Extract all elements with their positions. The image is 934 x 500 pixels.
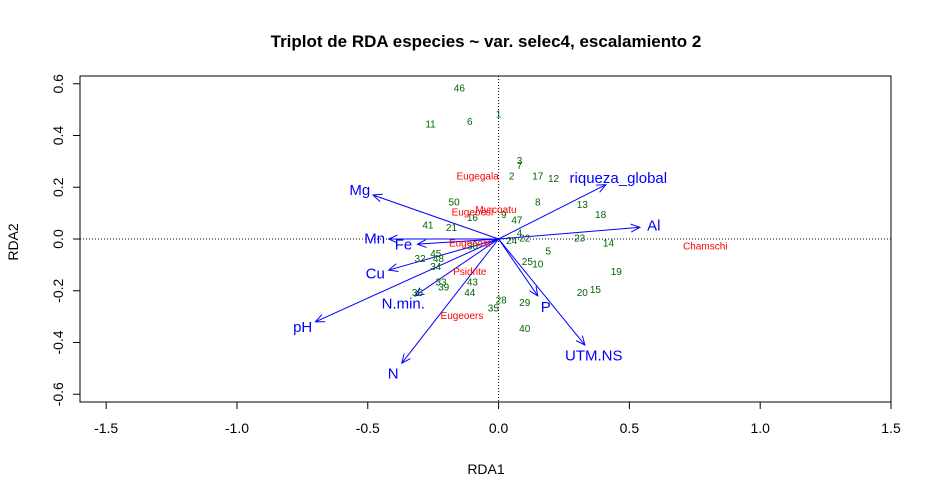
env-vector-label: Mg bbox=[349, 182, 370, 199]
plot-area: -1.5 -1.0 -0.5 0.0 0.5 1.0 1.5 -0.6 -0.4 -0.2 0.0 0… bbox=[50, 74, 901, 436]
x-tick-label: 0.5 bbox=[620, 420, 640, 436]
site-label: 9 bbox=[501, 210, 507, 221]
site-label: 8 bbox=[535, 197, 541, 208]
site-label: 40 bbox=[519, 324, 531, 335]
site-label: 18 bbox=[595, 210, 607, 221]
site-label: 17 bbox=[532, 171, 544, 182]
x-tick-label: -1.0 bbox=[225, 420, 249, 436]
y-tick-label: -0.4 bbox=[50, 330, 66, 354]
env-arrow bbox=[389, 238, 499, 270]
env-arrow bbox=[498, 227, 640, 240]
species-label: Myrcoatu bbox=[475, 205, 516, 216]
env-vector-label: Mn bbox=[364, 231, 385, 248]
site-label: 48 bbox=[433, 254, 445, 265]
site-label: 33 bbox=[435, 277, 447, 288]
env-vector-label: UTM.NS bbox=[565, 347, 623, 364]
site-label: 24 bbox=[506, 236, 518, 247]
env-vector-label: riqueza_global bbox=[570, 170, 668, 187]
site-label: 7 bbox=[517, 161, 523, 172]
x-tick-label: 1.5 bbox=[881, 420, 901, 436]
site-label: 16 bbox=[467, 213, 479, 224]
chart-title: Triplot de RDA especies ~ var. selec4, e… bbox=[271, 32, 702, 51]
species-label: Eugecost bbox=[449, 239, 491, 250]
species-label: Eugeoers bbox=[441, 311, 484, 322]
site-label: 13 bbox=[577, 200, 589, 211]
site-label: 43 bbox=[467, 277, 479, 288]
site-label: 44 bbox=[464, 288, 476, 299]
site-label: 22 bbox=[519, 234, 531, 245]
y-tick-label: -0.2 bbox=[50, 278, 66, 302]
env-arrow bbox=[373, 195, 499, 240]
species-label: Chamschi bbox=[683, 241, 727, 252]
y-tick-label: 0.0 bbox=[50, 229, 66, 249]
site-label: 39 bbox=[438, 283, 450, 294]
site-label: 20 bbox=[577, 288, 589, 299]
env-vector-label: pH bbox=[293, 319, 312, 336]
env-vector-label: Cu bbox=[366, 265, 385, 282]
env-arrow bbox=[315, 238, 499, 322]
env-arrow bbox=[498, 238, 585, 345]
env-arrow bbox=[415, 238, 499, 296]
env-vector-label: Fe bbox=[395, 237, 413, 254]
x-tick-label: -0.5 bbox=[356, 420, 380, 436]
site-label: 34 bbox=[430, 262, 442, 273]
species-label: Psidrite bbox=[453, 267, 487, 278]
site-label: 12 bbox=[548, 174, 560, 185]
y-tick-label: 0.6 bbox=[50, 74, 66, 94]
site-label: 35 bbox=[488, 303, 500, 314]
site-label: 19 bbox=[611, 267, 623, 278]
x-tick-label: 0.0 bbox=[489, 420, 509, 436]
y-axis-label: RDA2 bbox=[5, 223, 21, 261]
y-tick-label: 0.2 bbox=[50, 177, 66, 197]
env-arrow bbox=[402, 238, 499, 363]
site-label: 50 bbox=[449, 197, 461, 208]
x-tick-label: 1.0 bbox=[750, 420, 770, 436]
species-label: Eugeoesi bbox=[452, 208, 494, 219]
site-label: 45 bbox=[430, 249, 442, 260]
site-label: 15 bbox=[590, 285, 602, 296]
site-label: 47 bbox=[511, 215, 523, 226]
site-label: 28 bbox=[496, 296, 508, 307]
site-label: 10 bbox=[532, 259, 544, 270]
site-label: 11 bbox=[425, 120, 436, 131]
site-label: 14 bbox=[603, 239, 615, 250]
env-arrow bbox=[498, 185, 606, 240]
site-label: 1 bbox=[496, 109, 502, 120]
site-label: 2 bbox=[509, 171, 515, 182]
env-vector-label: Al bbox=[647, 218, 660, 235]
site-label: 5 bbox=[546, 246, 552, 257]
y-tick-label: -0.6 bbox=[50, 382, 66, 406]
site-label: 6 bbox=[467, 117, 473, 128]
env-arrow bbox=[417, 238, 499, 244]
site-label: 29 bbox=[519, 298, 531, 309]
x-axis-label: RDA1 bbox=[467, 461, 505, 477]
site-label: 41 bbox=[422, 221, 434, 232]
site-label: 36 bbox=[412, 288, 424, 299]
y-tick-label: 0.4 bbox=[50, 126, 66, 146]
site-label: 46 bbox=[454, 83, 466, 94]
env-vector-label: N.min. bbox=[382, 295, 425, 312]
env-arrow bbox=[498, 238, 538, 296]
site-label: 21 bbox=[446, 223, 458, 234]
env-vector-label: N bbox=[388, 366, 399, 383]
species-label: Eugegala bbox=[457, 171, 500, 182]
site-label: 32 bbox=[415, 254, 427, 265]
site-label: 25 bbox=[522, 257, 534, 268]
env-vector-label: P bbox=[541, 299, 551, 316]
site-label: 23 bbox=[574, 234, 586, 245]
site-label: 30 bbox=[467, 241, 479, 252]
x-tick-label: -1.5 bbox=[94, 420, 118, 436]
site-label: 4 bbox=[517, 228, 523, 239]
site-label: 3 bbox=[517, 156, 523, 167]
